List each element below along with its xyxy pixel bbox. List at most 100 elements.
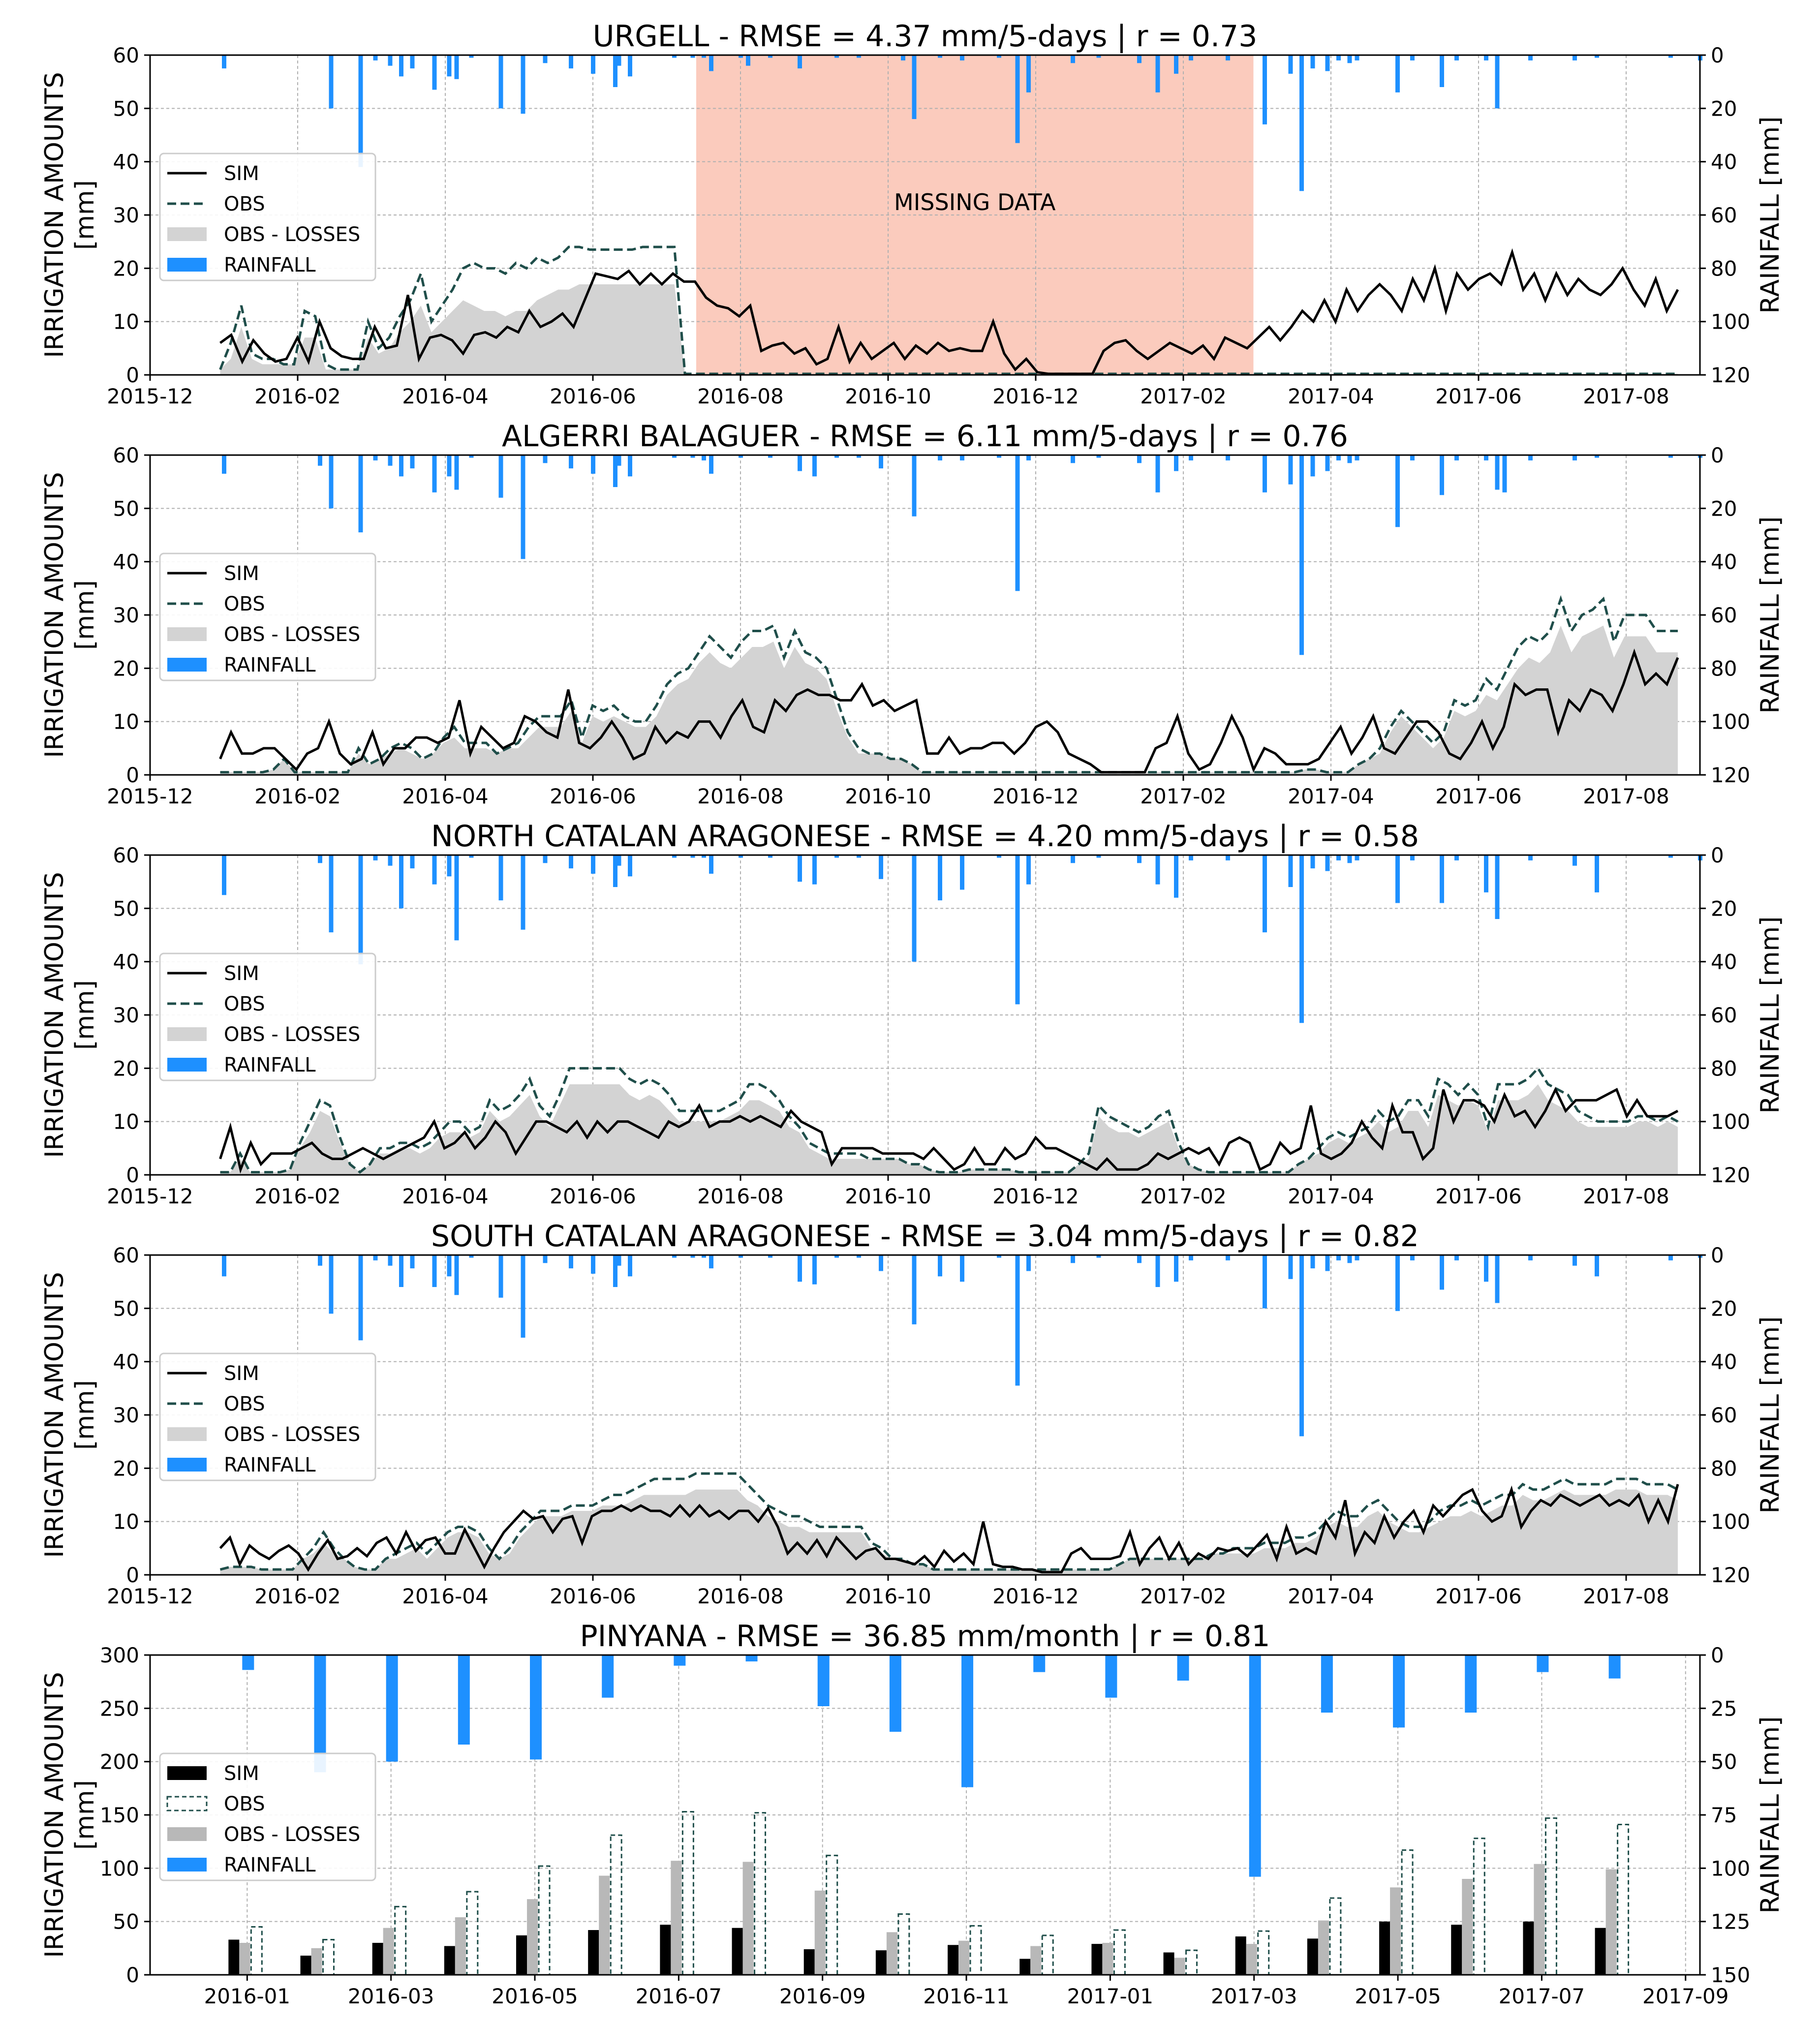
rainfall-bar [1502, 455, 1507, 492]
legend-losses-swatch [167, 1427, 207, 1441]
rainfall-bar [702, 55, 706, 58]
legend-label: OBS [224, 993, 265, 1015]
rainfall-bar [388, 455, 393, 466]
rainfall-bar [817, 1655, 830, 1706]
y-axis-label-line: [mm] [70, 980, 100, 1050]
rainfall-bar [879, 455, 883, 469]
rainfall-bar [432, 855, 437, 885]
legend-box [159, 552, 376, 681]
rainfall-bar [1528, 455, 1533, 460]
rainfall-bar [222, 855, 226, 895]
rainfall-bar [834, 855, 839, 858]
rainfall-bar [672, 1255, 677, 1258]
plot-layer: 0 10 20 30 40 50 60 0 20 40 60 80 100 120 2015-12 2016-… [40, 843, 1750, 1208]
y-tick-label: 60 [113, 1243, 139, 1267]
rainfall-bar [834, 55, 839, 58]
x-tick-label: 2016-04 [402, 1184, 489, 1208]
rainfall-bar [1595, 55, 1599, 58]
rainfall-bar [1096, 455, 1101, 458]
rainfall-bar [1393, 1655, 1405, 1728]
rainfall-bar [617, 855, 621, 866]
y2-tick-label: 0 [1711, 43, 1724, 67]
rainfall-bar [879, 1255, 883, 1271]
y2-tick-label: 0 [1711, 843, 1724, 867]
rainfall-bar [329, 855, 334, 933]
rainfall-bar [1440, 855, 1444, 903]
y2-tick-label: 120 [1711, 1163, 1750, 1187]
x-tick-label: 2017-02 [1140, 384, 1227, 408]
sim-bar [660, 1925, 671, 1975]
rainfall-bar [1395, 455, 1400, 527]
y-tick-label: 10 [113, 1510, 139, 1534]
rainfall-bar [1288, 1255, 1293, 1279]
y2-tick-label: 80 [1711, 1456, 1737, 1480]
sim-line [219, 248, 1679, 375]
legend-label: OBS [224, 593, 265, 615]
missing-data-label: MISSING DATA [894, 189, 1056, 215]
rainfall-bar [672, 55, 677, 58]
rainfall-bar [1263, 455, 1267, 492]
legend-label: SIM [224, 1762, 259, 1785]
rainfall-bar [613, 855, 617, 887]
rainfall-bar [399, 1255, 403, 1287]
y2-tick-label: 150 [1711, 1963, 1750, 1987]
rainfall-bar [447, 455, 452, 477]
rainfall-bar [521, 455, 525, 559]
rainfall-bar [1071, 855, 1075, 863]
obs-losses-bar [455, 1917, 466, 1975]
rainfall-bar [1288, 855, 1293, 887]
rainfall-bar [1288, 55, 1293, 74]
rainfall-bar [613, 455, 617, 487]
obs-losses-bar [383, 1928, 394, 1975]
legend-losses-swatch [167, 1827, 207, 1841]
y-axis-label-line: [mm] [70, 1780, 100, 1850]
rainfall-bar [1440, 455, 1444, 495]
rainfall-bar [358, 455, 363, 533]
y2-tick-label: 60 [1711, 203, 1737, 227]
legend-losses-swatch [167, 227, 207, 241]
obs-line [220, 1066, 1679, 1174]
rainfall-bar [569, 855, 573, 869]
y2-tick-label: 20 [1711, 496, 1737, 521]
rainfall-bar [1226, 455, 1230, 460]
y-axis-label: IRRIGATION AMOUNTS[mm] [40, 472, 100, 758]
x-tick-label: 2016-08 [697, 784, 784, 808]
legend: SIM OBS OBS - LOSSES RAINFALL [159, 1352, 376, 1481]
x-tick-label: 2017-04 [1288, 384, 1374, 408]
y-tick-label: 10 [113, 1110, 139, 1134]
y2-tick-label: 80 [1711, 256, 1737, 280]
rainfall-bar [1495, 455, 1500, 490]
rainfall-bar [543, 855, 548, 863]
rainfall-bar [242, 1655, 254, 1670]
y2-tick-label: 20 [1711, 1296, 1737, 1320]
rainfall-bar [1395, 1255, 1400, 1311]
rainfall-bar [912, 1255, 917, 1324]
rainfall-bar [399, 55, 403, 77]
obs-losses-bar [1534, 1864, 1545, 1975]
rainfall-bar [469, 1255, 474, 1258]
x-tick-label: 2016-07 [636, 1984, 722, 2008]
obs-losses-bar [1605, 1869, 1617, 1975]
rainfall-bar [1325, 455, 1330, 471]
y2-tick-label: 60 [1711, 603, 1737, 627]
legend-box [159, 1352, 376, 1481]
rainfall-bars [222, 455, 1702, 655]
legend-rainfall-swatch [167, 1458, 207, 1472]
rainfall-bar [1336, 455, 1341, 460]
rainfall-bar [613, 55, 617, 87]
sim-bar [1019, 1959, 1031, 1975]
x-tick-label: 2016-02 [254, 1584, 341, 1608]
y2-tick-label: 0 [1711, 1643, 1724, 1667]
rainfall-bar [399, 855, 403, 909]
rainfall-bar [1347, 55, 1352, 63]
rainfall-bar [628, 55, 632, 77]
legend-label: OBS [224, 1793, 265, 1815]
rainfall-bar [1174, 1255, 1178, 1282]
sim-bar [444, 1946, 455, 1975]
sim-bar [1307, 1938, 1318, 1975]
y2-tick-label: 80 [1711, 656, 1737, 680]
y-tick-label: 20 [113, 1056, 139, 1080]
rainfall-bar [812, 855, 817, 885]
y-tick-label: 50 [113, 1910, 139, 1934]
